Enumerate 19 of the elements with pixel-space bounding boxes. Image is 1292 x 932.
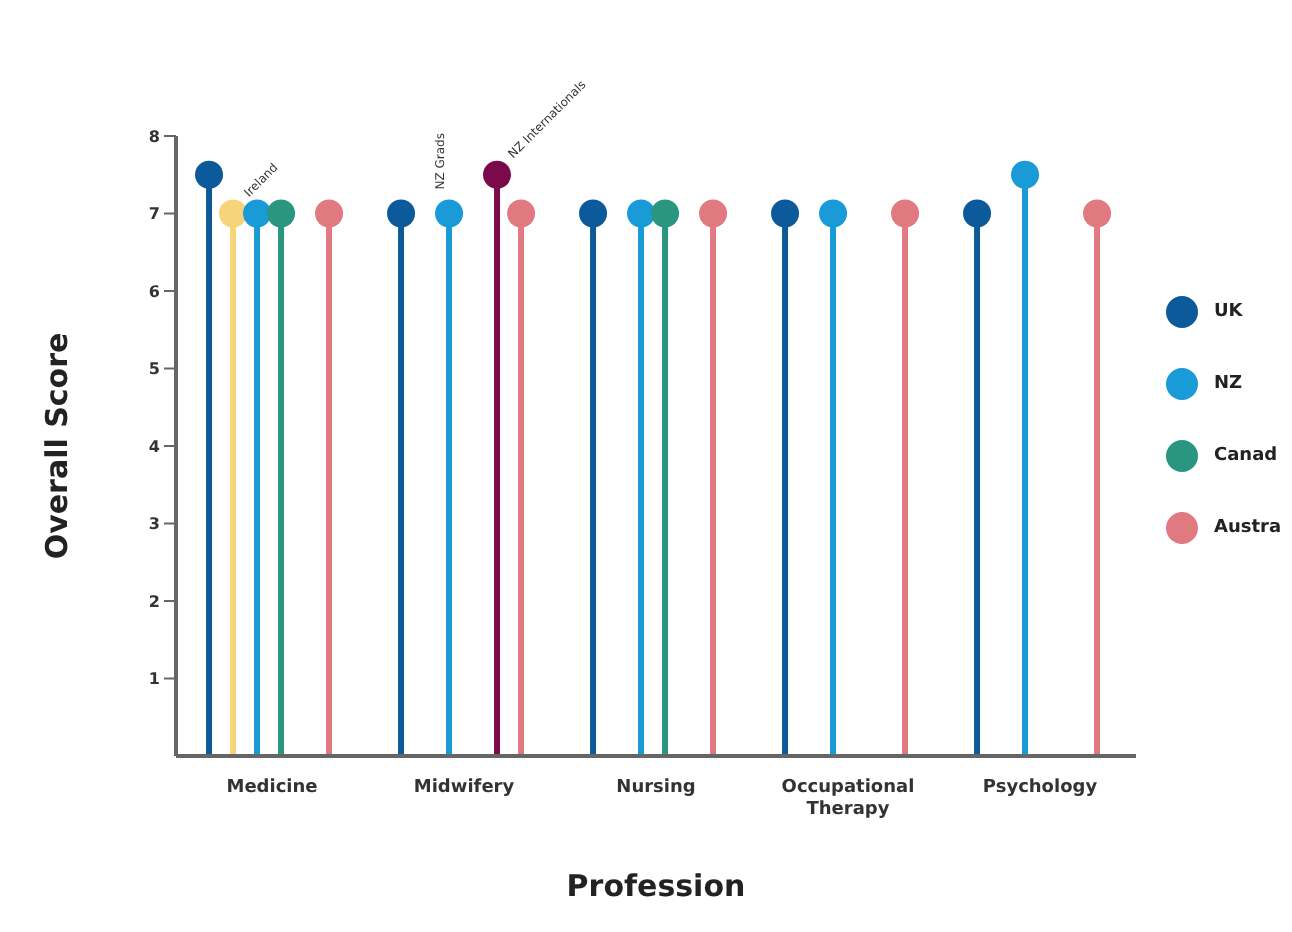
y-axis-title: Overall Score bbox=[38, 332, 75, 560]
y-tick-label: 8 bbox=[148, 127, 161, 146]
y-tick-label: 1 bbox=[148, 670, 161, 689]
x-tick-label: Medicine bbox=[226, 778, 318, 798]
y-tick-label: 6 bbox=[148, 282, 161, 301]
x-axis-title: Profession bbox=[566, 868, 746, 904]
y-tick-label: 3 bbox=[148, 515, 160, 534]
y-tick-label: 4 bbox=[148, 437, 161, 456]
legend-label: UK bbox=[1214, 302, 1243, 322]
legend-label: Canad bbox=[1214, 446, 1278, 466]
legend-label: Austra bbox=[1214, 518, 1282, 538]
x-tick-label: Occupational Therapy bbox=[781, 778, 915, 820]
y-tick-label: 2 bbox=[148, 592, 160, 611]
x-tick-label: Psychology bbox=[982, 778, 1098, 798]
legend-label: NZ bbox=[1214, 374, 1243, 394]
y-tick-label: 7 bbox=[148, 205, 160, 224]
y-tick-label: 5 bbox=[148, 360, 161, 379]
x-tick-label: Midwifery bbox=[413, 778, 515, 798]
x-tick-label: Nursing bbox=[616, 778, 696, 798]
